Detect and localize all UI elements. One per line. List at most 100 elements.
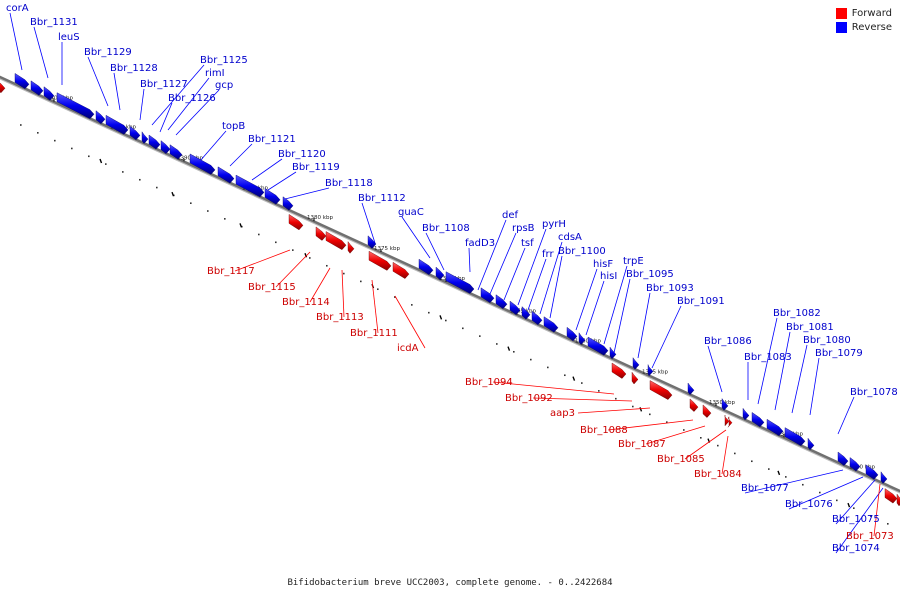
gene-label-rpsb: rpsB bbox=[512, 223, 535, 234]
reverse-leader-line bbox=[9, 12, 23, 71]
gene-label-guac: guaC bbox=[398, 207, 424, 218]
track-dot bbox=[530, 358, 532, 361]
reverse-leader-line bbox=[744, 469, 844, 494]
gene-label-bbr-1119: Bbr_1119 bbox=[292, 162, 340, 173]
reverse-gene bbox=[367, 235, 377, 249]
reverse-gene bbox=[632, 357, 640, 370]
reverse-gene bbox=[721, 397, 729, 411]
legend-item-reverse: Reverse bbox=[835, 22, 892, 33]
track-dot bbox=[309, 257, 311, 259]
gene-label-bbr-1091: Bbr_1091 bbox=[677, 296, 725, 307]
reverse-leader-line bbox=[651, 305, 682, 369]
forward-leader-line bbox=[684, 429, 727, 460]
track-dot bbox=[887, 523, 889, 525]
gene-label-bbr-1080: Bbr_1080 bbox=[803, 335, 851, 346]
reverse-leader-line bbox=[113, 72, 121, 111]
reverse-gene bbox=[784, 427, 806, 447]
track-dot bbox=[683, 429, 685, 431]
track-dot bbox=[768, 468, 770, 470]
reverse-leader-line bbox=[489, 232, 517, 295]
reverse-gene bbox=[148, 134, 161, 150]
reverse-gene bbox=[141, 131, 149, 144]
reverse-gene bbox=[587, 336, 609, 356]
track-dot bbox=[258, 233, 260, 236]
track-dot bbox=[156, 186, 158, 189]
gene-label-bbr-1111: Bbr_1111 bbox=[350, 328, 398, 339]
track-dot bbox=[700, 437, 702, 439]
reverse-leader-line bbox=[707, 345, 723, 393]
track-dot bbox=[547, 366, 549, 369]
forward-leader-line bbox=[645, 425, 706, 445]
forward-gene bbox=[884, 488, 898, 504]
track-dot bbox=[445, 319, 447, 322]
forward-leader-line bbox=[492, 381, 615, 395]
track-dot bbox=[20, 124, 22, 126]
legend: Forward Reverse bbox=[835, 8, 892, 36]
track-dot bbox=[632, 405, 634, 408]
legend-item-forward: Forward bbox=[835, 8, 892, 19]
track-dot bbox=[649, 413, 651, 416]
reverse-gene bbox=[282, 196, 294, 211]
gene-label-bbr-1094: Bbr_1094 bbox=[465, 377, 513, 388]
track-dot bbox=[360, 280, 362, 283]
forward-gene bbox=[315, 226, 327, 241]
forward-gene bbox=[727, 416, 733, 428]
reverse-gene bbox=[235, 174, 265, 198]
reverse-leader-line bbox=[199, 130, 227, 162]
reverse-leader-line bbox=[585, 280, 605, 336]
gene-label-bbr-1086: Bbr_1086 bbox=[704, 336, 752, 347]
track-dot bbox=[411, 304, 413, 306]
track-dot bbox=[394, 296, 396, 298]
gene-label-bbr-1083: Bbr_1083 bbox=[744, 352, 792, 363]
reverse-leader-line bbox=[527, 258, 547, 311]
forward-leader-line bbox=[309, 267, 331, 303]
gene-label-bbr-1087: Bbr_1087 bbox=[618, 439, 666, 450]
gene-label-bbr-1108: Bbr_1108 bbox=[422, 223, 470, 234]
gene-label-bbr-1121: Bbr_1121 bbox=[248, 134, 296, 145]
gene-label-bbr-1093: Bbr_1093 bbox=[646, 283, 694, 294]
reverse-leader-line bbox=[774, 331, 791, 411]
gene-label-bbr-1077: Bbr_1077 bbox=[741, 483, 789, 494]
forward-leader-line bbox=[234, 249, 291, 272]
gene-label-bbr-1078: Bbr_1078 bbox=[850, 387, 898, 398]
gene-label-bbr-1126: Bbr_1126 bbox=[168, 93, 216, 104]
gene-label-bbr-1085: Bbr_1085 bbox=[657, 454, 705, 465]
track-dot bbox=[598, 390, 600, 392]
forward-swatch bbox=[835, 8, 847, 19]
track-dot bbox=[292, 249, 294, 251]
reverse-leader-line bbox=[87, 56, 109, 107]
track-dot bbox=[377, 288, 379, 291]
track-tick bbox=[639, 407, 643, 412]
gene-label-bbr-1118: Bbr_1118 bbox=[325, 178, 373, 189]
reverse-swatch bbox=[835, 22, 847, 33]
tick-label: 1355 kbp bbox=[642, 369, 668, 375]
forward-gene bbox=[288, 214, 304, 231]
track-dot bbox=[54, 139, 56, 142]
track-dot bbox=[326, 264, 328, 267]
track-dot bbox=[479, 335, 481, 337]
track-dot bbox=[462, 327, 464, 330]
track-tick bbox=[99, 158, 103, 164]
reverse-gene bbox=[543, 316, 559, 333]
track-dot bbox=[615, 397, 617, 400]
track-tick bbox=[572, 376, 576, 381]
reverse-leader-line bbox=[477, 219, 507, 291]
forward-leader-line bbox=[873, 483, 881, 537]
reverse-gene bbox=[566, 326, 578, 342]
reverse-leader-line bbox=[791, 344, 808, 414]
reverse-leader-line bbox=[33, 26, 49, 79]
gene-label-bbr-1115: Bbr_1115 bbox=[248, 282, 296, 293]
forward-gene bbox=[0, 82, 6, 94]
reverse-gene bbox=[43, 86, 55, 101]
reverse-leader-line bbox=[539, 241, 563, 315]
track-tick bbox=[507, 346, 511, 351]
reverse-leader-line bbox=[284, 187, 330, 200]
gene-label-hisf: hisF bbox=[593, 259, 613, 270]
reverse-leader-line bbox=[503, 247, 526, 301]
track-tick bbox=[439, 315, 443, 320]
reverse-gene bbox=[56, 92, 95, 119]
gene-label-hisi: hisI bbox=[600, 271, 617, 282]
reverse-gene bbox=[14, 73, 30, 90]
reverse-gene bbox=[751, 412, 765, 428]
